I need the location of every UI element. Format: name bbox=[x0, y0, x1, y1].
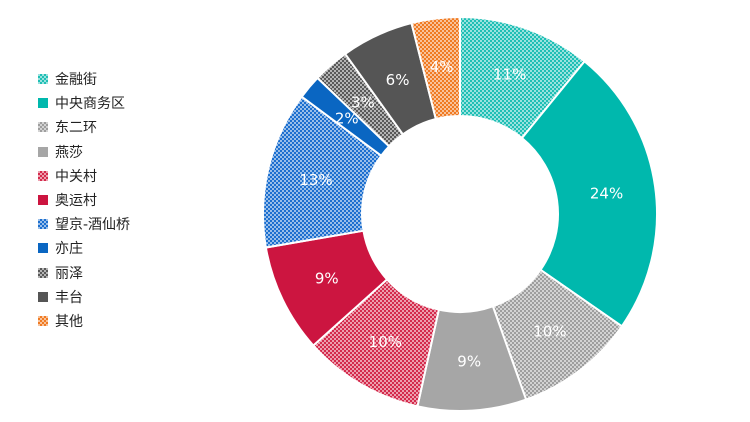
legend-label: 燕莎 bbox=[55, 144, 83, 161]
legend-label: 东二环 bbox=[55, 120, 97, 137]
legend-swatch bbox=[38, 291, 48, 302]
legend-label: 亦庄 bbox=[55, 241, 83, 258]
slice-label-3: 10% bbox=[533, 323, 566, 341]
legend-item: 金融街 bbox=[38, 67, 130, 91]
legend-swatch bbox=[38, 195, 48, 206]
legend-label: 丽泽 bbox=[55, 265, 83, 282]
legend-swatch bbox=[38, 98, 48, 109]
legend-swatch bbox=[38, 122, 48, 133]
legend-item: 丽泽 bbox=[38, 261, 130, 285]
legend-item: 东二环 bbox=[38, 115, 130, 139]
legend-swatch bbox=[38, 170, 48, 181]
legend-swatch bbox=[38, 219, 48, 230]
slice-11 bbox=[410, 15, 461, 121]
legend-swatch bbox=[38, 243, 48, 254]
legend-label: 中央商务区 bbox=[55, 96, 125, 113]
legend-item: 望京-酒仙桥 bbox=[38, 212, 130, 236]
legend-swatch bbox=[38, 315, 48, 326]
slice-label-4: 9% bbox=[457, 353, 481, 371]
legend-item: 奥运村 bbox=[38, 188, 130, 212]
legend-label: 丰台 bbox=[55, 289, 83, 306]
legend-item: 中央商务区 bbox=[38, 91, 130, 115]
legend-item: 其他 bbox=[38, 309, 130, 333]
slice-label-8: 2% bbox=[335, 110, 359, 128]
slice-label-11: 4% bbox=[430, 58, 454, 76]
legend-swatch bbox=[38, 146, 48, 157]
legend-label: 中关村 bbox=[55, 168, 97, 185]
legend-item: 燕莎 bbox=[38, 140, 130, 164]
legend-label: 金融街 bbox=[55, 72, 97, 89]
slice-label-2: 24% bbox=[590, 184, 623, 202]
slice-label-9: 3% bbox=[351, 93, 375, 111]
slice-label-6: 9% bbox=[315, 270, 339, 288]
legend-label: 望京-酒仙桥 bbox=[55, 217, 131, 234]
chart-legend: 金融街中央商务区东二环燕莎中关村奥运村望京-酒仙桥 亦庄丽泽丰台其他 bbox=[38, 67, 130, 333]
slice-label-7: 13% bbox=[299, 171, 332, 189]
legend-item: 亦庄 bbox=[38, 236, 130, 260]
legend-label: 其他 bbox=[55, 313, 83, 330]
slice-label-1: 11% bbox=[493, 66, 526, 84]
legend-swatch bbox=[38, 74, 48, 85]
slice-2 bbox=[520, 59, 658, 328]
slice-label-5: 10% bbox=[369, 333, 402, 351]
slice-label-10: 6% bbox=[386, 71, 410, 89]
legend-item: 丰台 bbox=[38, 285, 130, 309]
legend-swatch bbox=[38, 267, 48, 278]
legend-item: 中关村 bbox=[38, 164, 130, 188]
legend-label: 奥运村 bbox=[55, 193, 97, 210]
